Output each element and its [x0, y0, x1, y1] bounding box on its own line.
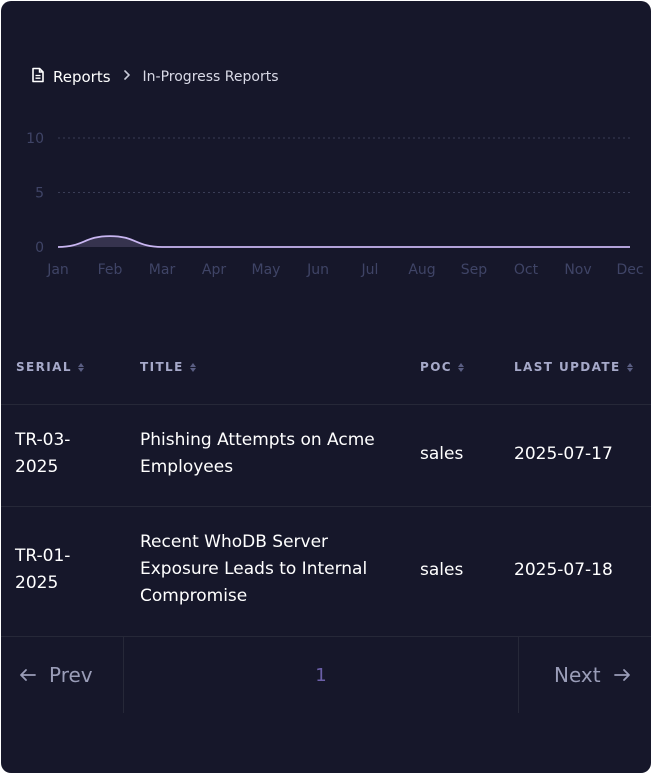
table-row[interactable]: TR-03- 2025 Phishing Attempts on Acme Em… — [1, 405, 651, 507]
title-line: Employees — [140, 457, 234, 477]
last-update-cell: 2025-07-18 — [514, 560, 613, 580]
pagination-divider — [123, 637, 124, 713]
breadcrumb-current: In-Progress Reports — [142, 69, 279, 85]
series-line — [57, 235, 630, 248]
arrow-left-icon — [19, 663, 37, 687]
pagination-divider — [518, 637, 519, 713]
column-header-last-update[interactable]: LAST UPDATE — [514, 360, 633, 374]
pagination: Prev 1 Next — [1, 637, 651, 713]
x-tick-label: Nov — [564, 262, 591, 278]
sort-icon — [189, 362, 196, 372]
sort-icon — [458, 362, 465, 372]
column-header-poc-label: POC — [420, 360, 453, 374]
title-line: Recent WhoDB Server — [140, 532, 329, 552]
series-area — [58, 236, 630, 247]
sort-icon — [77, 362, 84, 372]
title-line: Phishing Attempts on Acme — [140, 430, 375, 450]
reports-chart-svg: 0 5 10 Jan Feb Mar Apr May Jun Jul Aug Sep Oct Nov Dec — [26, 131, 643, 278]
title-line: Exposure Leads to Internal — [140, 559, 368, 579]
next-button[interactable]: Next — [554, 637, 631, 713]
sort-icon — [626, 362, 633, 372]
x-tick-label: Jul — [361, 262, 379, 278]
serial-line: TR-03- — [15, 430, 71, 450]
arrow-right-icon — [613, 663, 631, 687]
column-header-title-label: TITLE — [140, 360, 184, 374]
column-header-poc[interactable]: POC — [420, 360, 465, 374]
page-number[interactable]: 1 — [315, 665, 327, 686]
table-row[interactable]: TR-01- 2025 Recent WhoDB Server Exposure… — [1, 507, 651, 637]
last-update-cell: 2025-07-17 — [514, 444, 613, 464]
y-tick-label: 0 — [35, 240, 44, 256]
x-tick-label: Jan — [46, 262, 69, 278]
x-tick-label: Jun — [306, 262, 329, 278]
table-header: SERIAL TITLE POC LAST UPDATE — [1, 346, 651, 405]
column-header-title[interactable]: TITLE — [140, 360, 196, 374]
x-tick-label: Dec — [616, 262, 643, 278]
serial-line: 2025 — [15, 457, 59, 477]
column-header-last-update-label: LAST UPDATE — [514, 360, 621, 374]
chevron-right-icon — [123, 69, 131, 85]
poc-cell: sales — [420, 444, 464, 464]
x-tick-label: Sep — [461, 262, 488, 278]
breadcrumb-reports-link[interactable]: Reports — [31, 67, 111, 87]
poc-cell: sales — [420, 560, 464, 580]
x-tick-label: May — [252, 262, 281, 278]
document-icon — [31, 67, 45, 87]
x-tick-label: Aug — [408, 262, 435, 278]
title-cell: Recent WhoDB Server Exposure Leads to In… — [140, 529, 410, 610]
x-tick-label: Mar — [149, 262, 176, 278]
y-tick-label: 10 — [26, 131, 44, 147]
next-label: Next — [554, 663, 601, 687]
serial-line: 2025 — [15, 573, 59, 593]
serial-line: TR-01- — [15, 546, 71, 566]
breadcrumb: Reports In-Progress Reports — [31, 65, 279, 89]
serial-cell: TR-01- 2025 — [15, 543, 115, 597]
serial-cell: TR-03- 2025 — [15, 427, 115, 481]
x-tick-label: Oct — [514, 262, 539, 278]
prev-label: Prev — [49, 663, 93, 687]
reports-chart: 0 5 10 Jan Feb Mar Apr May Jun Jul Aug Sep Oct Nov Dec — [1, 119, 651, 289]
x-tick-label: Apr — [202, 262, 226, 278]
title-line: Compromise — [140, 586, 248, 606]
title-cell: Phishing Attempts on Acme Employees — [140, 427, 410, 481]
prev-button[interactable]: Prev — [19, 637, 93, 713]
breadcrumb-reports-label: Reports — [53, 68, 111, 86]
x-tick-label: Feb — [98, 262, 123, 278]
column-header-serial-label: SERIAL — [16, 360, 72, 374]
y-tick-label: 5 — [35, 186, 44, 202]
column-header-serial[interactable]: SERIAL — [16, 360, 84, 374]
